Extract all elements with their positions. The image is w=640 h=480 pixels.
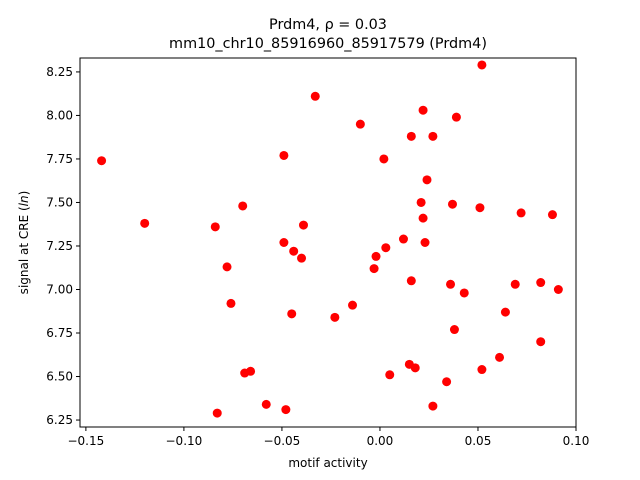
data-point [289,246,299,256]
chart-subtitle: mm10_chr10_85916960_85917579 (Prdm4) [169,36,487,52]
y-tick-label: 8.25 [46,65,73,79]
x-axis-ticks: −0.15 −0.10 −0.05 0.00 0.05 0.10 [67,427,589,448]
data-point [500,307,510,317]
data-point [140,218,150,228]
data-point [385,370,395,380]
data-point [536,278,546,288]
data-point [381,243,391,253]
data-point [428,131,438,141]
data-points [97,60,563,418]
data-point [442,377,452,387]
data-point [459,288,469,298]
data-point [310,91,320,101]
data-point [446,279,456,289]
data-point [238,201,248,211]
data-point [287,309,297,319]
data-point [449,325,459,335]
data-point [348,300,358,310]
data-point [422,175,432,185]
data-point [246,366,256,376]
data-point [536,337,546,347]
x-tick-label: −0.05 [264,434,301,448]
y-tick-label: 7.50 [46,195,73,209]
data-point [97,156,107,166]
data-point [279,238,289,247]
y-axis-label-prefix: signal at CRE ( [17,206,31,294]
plot-area-frame [79,57,577,428]
data-point [418,213,428,223]
y-tick-label: 6.75 [46,326,73,340]
data-point [420,238,430,247]
data-point [379,154,389,164]
data-point [212,408,222,418]
data-point [371,251,381,261]
y-axis-label-suffix: ) [17,191,31,196]
y-tick-label: 8.00 [46,108,73,122]
data-point [447,199,457,209]
data-point [416,197,426,207]
x-tick-label: −0.10 [166,434,203,448]
data-point [516,208,526,218]
x-tick-label: 0.00 [367,434,394,448]
data-point [226,298,236,308]
data-point [261,399,271,409]
data-point [406,131,416,141]
y-axis-label-italic: ln [17,195,31,206]
data-point [298,220,308,230]
x-axis-label: motif activity [288,456,367,470]
data-point [355,119,365,129]
data-point [553,285,563,294]
y-axis-ticks: 6.25 6.50 6.75 7.00 7.25 7.50 7.75 8.00 8.25 [46,65,80,427]
data-point [330,312,340,322]
chart-title: Prdm4, ρ = 0.03 [269,17,387,33]
data-point [510,279,520,289]
y-tick-label: 7.00 [46,282,73,296]
data-point [281,405,291,415]
data-point [406,276,416,286]
data-point [477,365,487,375]
data-point [495,352,505,362]
data-point [398,234,408,244]
x-tick-label: 0.10 [563,434,590,448]
y-tick-label: 6.50 [46,370,73,384]
y-tick-label: 7.25 [46,239,73,253]
x-tick-label: −0.15 [67,434,104,448]
y-tick-label: 7.75 [46,152,73,166]
x-tick-label: 0.05 [465,434,492,448]
data-point [475,203,485,213]
data-point [547,210,557,220]
data-point [418,105,428,115]
data-point [428,401,438,411]
data-point [210,222,220,232]
data-point [369,264,379,274]
data-point [279,150,289,160]
data-point [297,253,307,263]
data-point [477,60,487,70]
data-point [451,112,461,122]
data-point [222,262,232,272]
y-tick-label: 6.25 [46,413,73,427]
y-axis-label: signal at CRE (ln) [17,191,31,295]
data-point [410,363,420,373]
